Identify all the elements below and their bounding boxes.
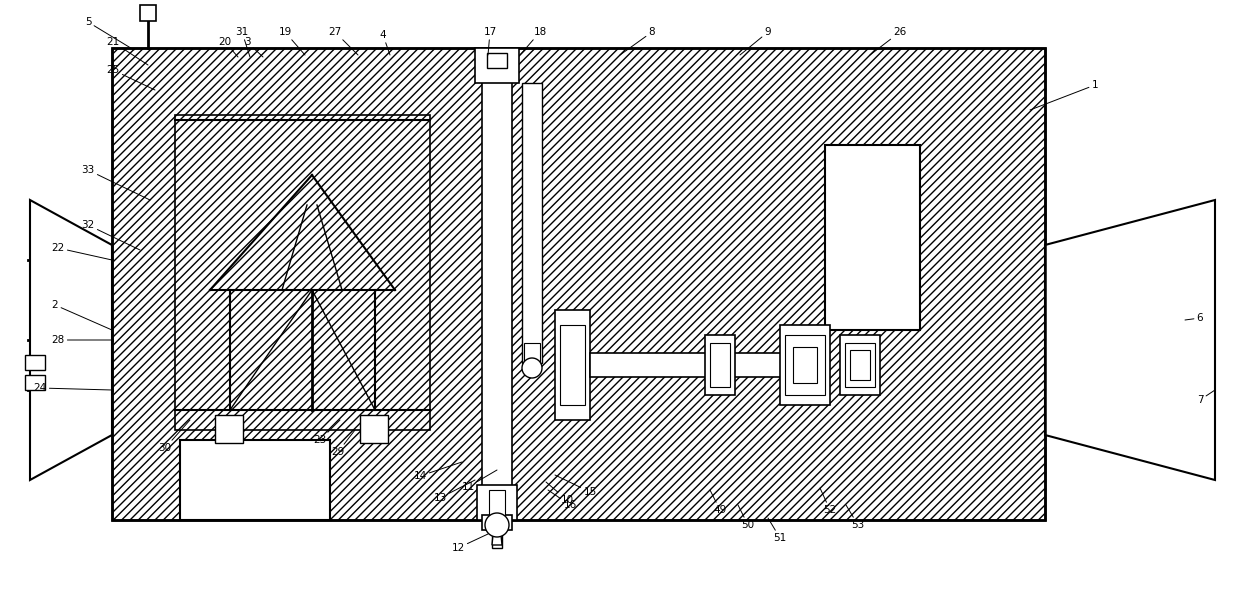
Bar xyxy=(215,415,243,443)
Text: 53: 53 xyxy=(846,505,864,530)
Bar xyxy=(482,48,512,520)
Bar xyxy=(477,485,517,520)
Text: 24: 24 xyxy=(33,383,112,393)
Bar xyxy=(849,350,870,380)
Bar xyxy=(25,355,45,370)
Bar xyxy=(560,325,585,405)
Polygon shape xyxy=(1045,200,1215,480)
Bar xyxy=(112,48,1045,520)
Polygon shape xyxy=(492,515,502,545)
Bar xyxy=(706,335,735,395)
Polygon shape xyxy=(30,200,112,480)
Bar xyxy=(482,515,512,530)
Text: 1: 1 xyxy=(1030,80,1099,110)
Text: 32: 32 xyxy=(82,220,140,250)
Bar xyxy=(711,343,730,387)
Bar xyxy=(556,310,590,420)
Text: 18: 18 xyxy=(520,27,547,55)
Text: 7: 7 xyxy=(1197,390,1215,405)
Bar xyxy=(487,520,507,530)
Bar xyxy=(180,440,330,520)
Bar xyxy=(522,83,542,363)
Bar xyxy=(175,115,430,430)
Bar xyxy=(25,375,45,390)
Text: 31: 31 xyxy=(236,27,250,57)
Text: 51: 51 xyxy=(768,518,786,543)
Text: 29: 29 xyxy=(331,430,355,457)
Text: 12: 12 xyxy=(451,534,489,553)
Text: 9: 9 xyxy=(740,27,771,55)
Bar xyxy=(590,353,805,377)
Bar xyxy=(489,490,505,515)
Bar xyxy=(780,325,830,405)
Text: 11: 11 xyxy=(461,470,497,492)
Bar xyxy=(785,335,825,395)
Text: 2: 2 xyxy=(52,300,112,330)
Text: 21: 21 xyxy=(107,37,148,65)
Text: 25: 25 xyxy=(107,65,155,90)
Text: 15: 15 xyxy=(556,475,596,497)
Text: 6: 6 xyxy=(1185,313,1203,323)
Text: 4: 4 xyxy=(379,30,391,55)
Text: 27: 27 xyxy=(329,27,358,55)
Text: 8: 8 xyxy=(620,27,655,55)
Text: 52: 52 xyxy=(820,488,837,515)
Text: 50: 50 xyxy=(738,505,755,530)
Text: 19: 19 xyxy=(278,27,305,55)
Text: 17: 17 xyxy=(484,27,497,55)
Text: 16: 16 xyxy=(548,490,577,510)
Bar xyxy=(112,48,1045,520)
Bar xyxy=(839,335,880,395)
Text: 28: 28 xyxy=(51,335,112,345)
Bar xyxy=(794,347,817,383)
Bar xyxy=(487,53,507,68)
Text: 49: 49 xyxy=(711,490,727,515)
Bar xyxy=(825,145,920,330)
Bar xyxy=(360,415,388,443)
Text: 33: 33 xyxy=(82,165,150,200)
Bar xyxy=(140,5,156,21)
Text: 5: 5 xyxy=(84,17,134,50)
Bar xyxy=(492,530,502,548)
Text: 20: 20 xyxy=(218,37,238,57)
Text: 23: 23 xyxy=(314,420,340,445)
Circle shape xyxy=(485,513,508,537)
Text: 13: 13 xyxy=(433,480,475,503)
Circle shape xyxy=(522,358,542,378)
Bar xyxy=(475,48,520,83)
Bar xyxy=(844,343,875,387)
Text: 14: 14 xyxy=(413,462,463,481)
Text: 26: 26 xyxy=(870,27,906,55)
Text: 22: 22 xyxy=(51,243,112,260)
Text: 10: 10 xyxy=(546,482,574,505)
Bar xyxy=(525,343,539,363)
Text: 3: 3 xyxy=(244,37,263,57)
Text: 30: 30 xyxy=(159,420,190,453)
